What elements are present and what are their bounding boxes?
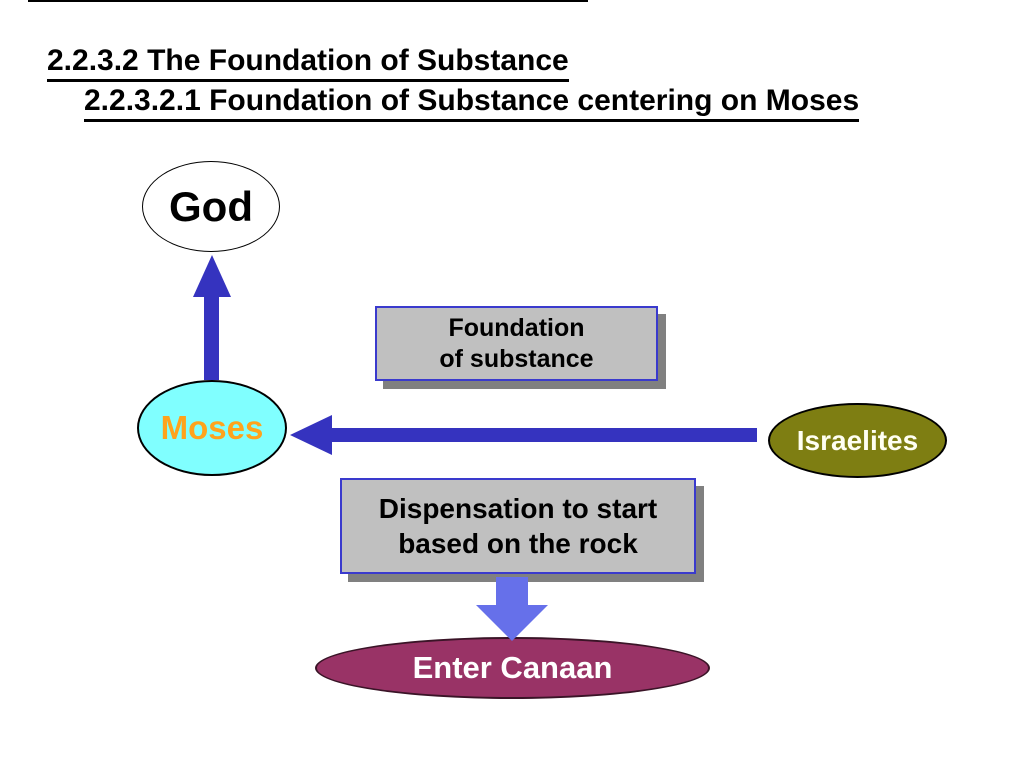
node-moses: Moses [137, 380, 287, 476]
box-foundation-of-substance: Foundation of substance [375, 306, 658, 381]
arrow-israelites-to-moses-shaft [330, 428, 757, 442]
arrow-moses-to-god-shaft [204, 295, 219, 380]
arrow-israelites-to-moses-head [290, 415, 332, 455]
arrow-moses-to-god-head [193, 255, 231, 297]
node-israelites: Israelites [768, 403, 947, 478]
box-foundation-line1: Foundation [448, 313, 585, 342]
box-foundation-line2: of substance [439, 344, 594, 373]
node-israelites-label: Israelites [796, 424, 919, 456]
slide-title-line2: 2.2.3.2.1 Foundation of Substance center… [84, 85, 860, 122]
node-enter-canaan-label: Enter Canaan [412, 650, 613, 685]
box-dispensation: Dispensation to start based on the rock [340, 478, 696, 574]
top-border-line [28, 0, 588, 2]
slide-title-line1: 2.2.3.2 The Foundation of Substance [47, 45, 569, 82]
arrow-dispensation-down-head [476, 605, 548, 641]
node-moses-label: Moses [160, 409, 264, 446]
node-god: God [142, 161, 280, 252]
box-dispensation-line2: based on the rock [398, 528, 638, 559]
node-god-label: God [169, 182, 253, 230]
arrow-dispensation-down-shaft [496, 577, 528, 607]
box-dispensation-line1: Dispensation to start [378, 493, 658, 524]
node-enter-canaan: Enter Canaan [315, 637, 710, 699]
